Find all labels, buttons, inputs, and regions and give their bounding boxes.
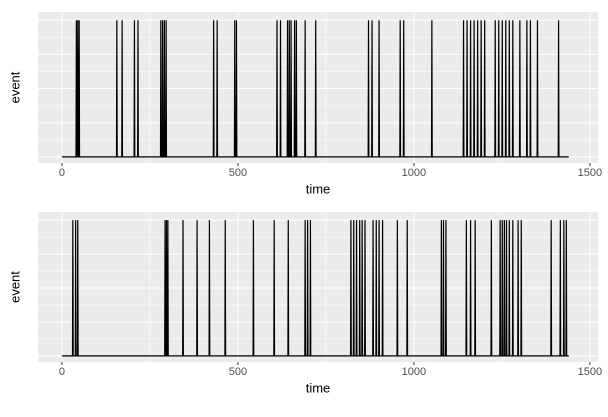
x-axis-label: time bbox=[306, 380, 331, 395]
x-tick-label: 1000 bbox=[402, 167, 426, 179]
x-tick-label: 0 bbox=[59, 366, 65, 378]
x-tick-label: 1500 bbox=[578, 167, 602, 179]
x-tick-label: 500 bbox=[229, 366, 247, 378]
x-tick-label: 500 bbox=[229, 167, 247, 179]
y-axis-label: event bbox=[7, 71, 22, 103]
x-tick-label: 0 bbox=[59, 167, 65, 179]
y-axis-label: event bbox=[7, 271, 22, 303]
event-line bbox=[61, 20, 569, 158]
panel-background bbox=[38, 212, 598, 362]
event-line bbox=[61, 220, 569, 357]
x-axis-label: time bbox=[306, 181, 331, 196]
x-tick-label: 1500 bbox=[578, 366, 602, 378]
x-tick-label: 1000 bbox=[402, 366, 426, 378]
